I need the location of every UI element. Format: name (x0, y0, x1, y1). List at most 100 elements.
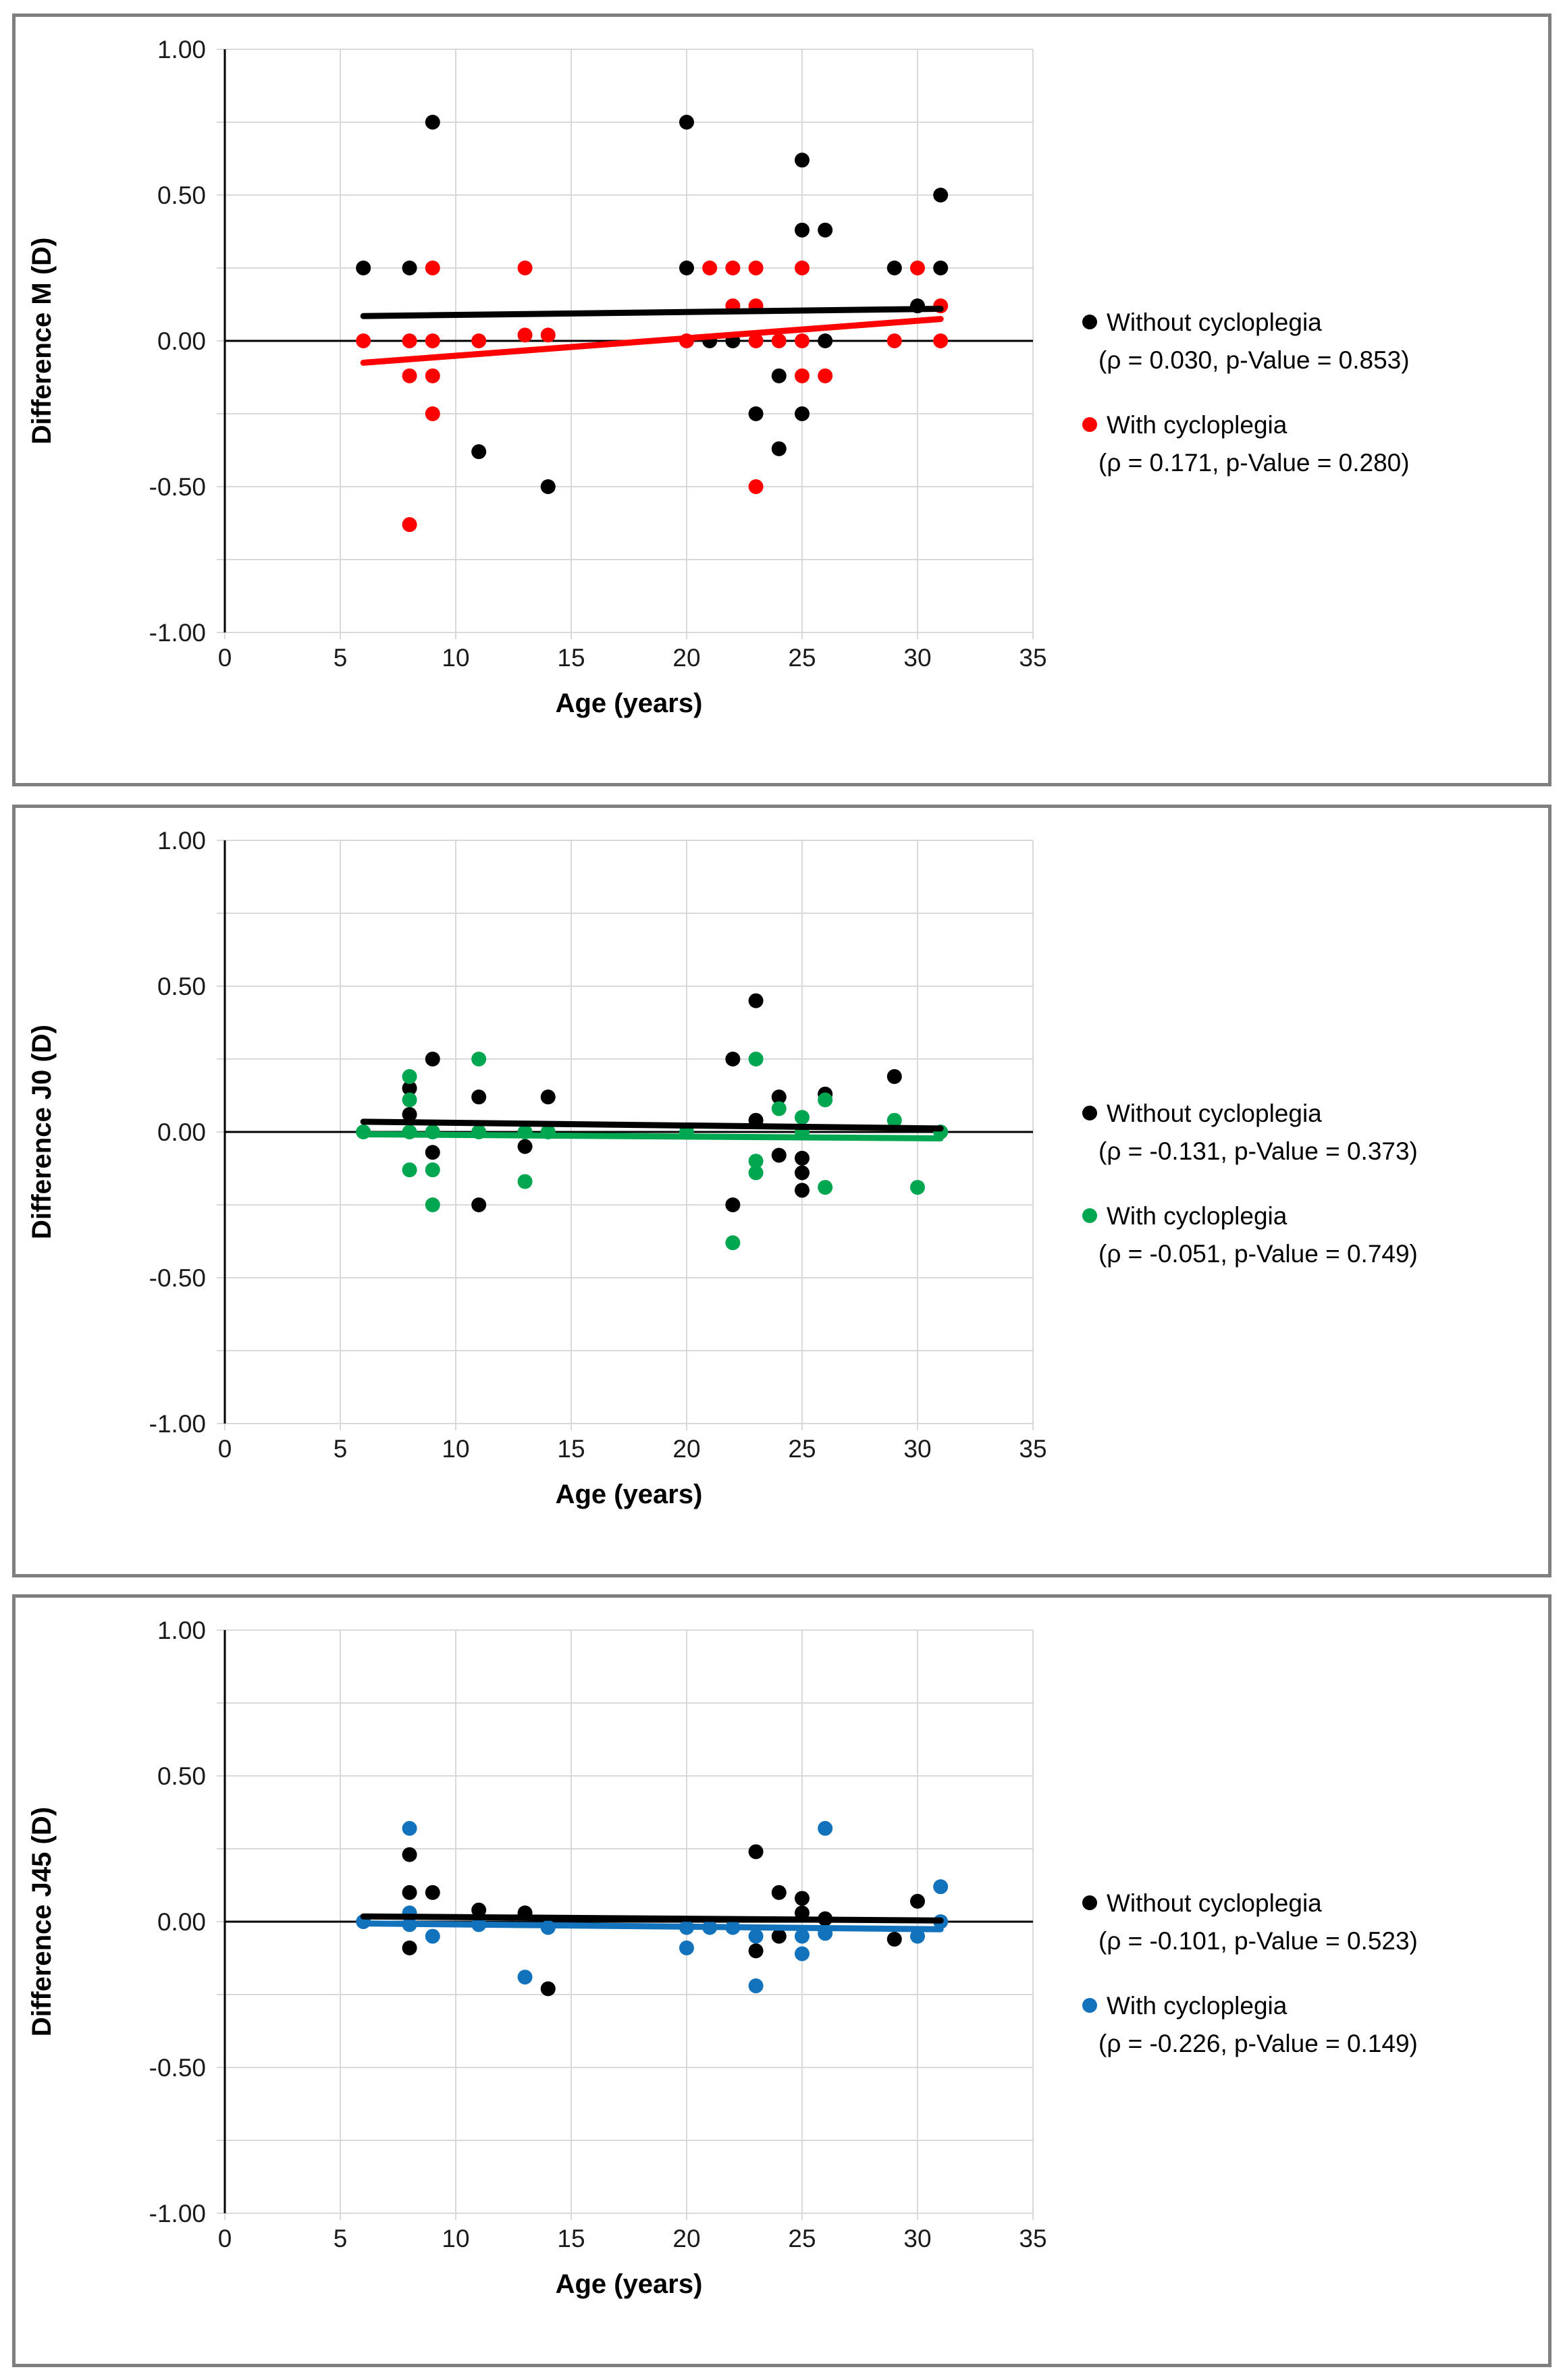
y-tick-label: -1.00 (149, 619, 206, 647)
data-point (471, 1197, 487, 1212)
data-point (540, 479, 556, 494)
data-point (679, 261, 694, 275)
trend-line (360, 305, 944, 319)
x-axis-title: Age (years) (556, 688, 703, 718)
y-tick-label: 1.00 (157, 827, 206, 855)
data-point (910, 261, 925, 275)
x-tick-label: 20 (672, 1435, 700, 1463)
data-point (402, 261, 417, 275)
legend-label: Without cycloplegia (1107, 1889, 1322, 1917)
legend-label: Without cycloplegia (1107, 308, 1322, 336)
data-point (402, 1885, 417, 1900)
data-point (771, 1885, 787, 1900)
data-point (725, 261, 741, 275)
data-point (771, 1147, 787, 1163)
x-tick-label: 15 (557, 2225, 585, 2252)
chart-panel-j0: 1.00 0.50 0.00 -0.50 -1.00 0 5 10 15 20 25 30 35 Age … (12, 805, 1551, 1577)
legend-m: Without cycloplegia (ρ = 0.030, p-Value … (1082, 304, 1541, 509)
data-point (795, 368, 810, 383)
data-point (748, 406, 764, 421)
data-point (471, 333, 487, 348)
data-point (679, 1940, 694, 1955)
scatter-plot-m: 1.00 0.50 0.00 -0.50 -1.00 0 5 10 15 20 25 30 35 Age … (27, 36, 1047, 718)
data-point (356, 333, 371, 348)
data-point (540, 327, 556, 343)
data-point (425, 1885, 440, 1900)
chart-panel-m: 1.00 0.50 0.00 -0.50 -1.00 0 5 10 15 20 25 30 35 Age … (12, 13, 1551, 786)
data-point (540, 1089, 556, 1105)
y-tick-label: -1.00 (149, 2200, 206, 2227)
y-tick-label: 1.00 (157, 36, 206, 63)
x-tick-label: 0 (218, 2225, 232, 2252)
data-point (818, 368, 833, 383)
data-point (910, 1180, 925, 1195)
data-point (910, 1928, 925, 1944)
data-point (425, 1928, 440, 1944)
legend-stats: (ρ = -0.131, p-Value = 0.373) (1098, 1137, 1418, 1165)
x-tick-label: 25 (788, 644, 816, 672)
data-point (725, 1235, 741, 1251)
trend-line (360, 1131, 944, 1142)
series-points (402, 1844, 925, 1997)
y-axis-title: Difference J45 (D) (27, 1807, 57, 2036)
data-point (771, 1089, 787, 1105)
x-tick-label: 25 (788, 2225, 816, 2252)
data-point (402, 333, 417, 348)
data-point (771, 1928, 787, 1944)
x-tick-label: 10 (442, 2225, 469, 2252)
x-tick-label: 10 (442, 644, 469, 672)
legend-dot-with-icon (1082, 1998, 1097, 2013)
y-tick-label: -0.50 (149, 1264, 206, 1292)
data-point (402, 1847, 417, 1862)
legend-dot-with-icon (1082, 1208, 1097, 1223)
legend-label: With cycloplegia (1107, 1992, 1288, 2020)
x-tick-label: 0 (218, 1435, 232, 1463)
data-point (471, 1902, 487, 1918)
data-point (748, 1928, 764, 1944)
x-tick-label: 25 (788, 1435, 816, 1463)
data-point (795, 1891, 810, 1906)
data-point (425, 1197, 440, 1212)
x-tick-label: 10 (442, 1435, 469, 1463)
legend-dot-without-icon (1082, 1106, 1097, 1120)
data-point (679, 115, 694, 130)
x-axis-title: Age (years) (556, 1480, 703, 1509)
data-point (795, 1110, 810, 1125)
data-point (748, 993, 764, 1008)
data-point (886, 261, 902, 275)
data-point (771, 333, 787, 348)
series-points (356, 115, 949, 494)
y-tick-label: 0.00 (157, 1908, 206, 1936)
data-point (886, 1112, 902, 1128)
data-point (748, 479, 764, 494)
x-tick-label: 15 (557, 1435, 585, 1463)
legend-item-with: With cycloplegia (ρ = 0.171, p-Value = 0… (1082, 406, 1541, 482)
data-point (886, 333, 902, 348)
series-points (356, 1820, 949, 1994)
data-point (517, 1139, 533, 1154)
legend-stats: (ρ = 0.030, p-Value = 0.853) (1098, 346, 1410, 374)
data-point (748, 1154, 764, 1169)
data-point (771, 368, 787, 383)
data-point (795, 261, 810, 275)
data-point (933, 1879, 949, 1895)
data-point (818, 222, 833, 238)
series-points (402, 993, 902, 1212)
y-tick-label: -0.50 (149, 473, 206, 501)
legend-item-without: Without cycloplegia (ρ = -0.101, p-Value… (1082, 1885, 1541, 1960)
data-point (748, 1844, 764, 1860)
x-tick-label: 35 (1019, 644, 1046, 672)
data-point (356, 261, 371, 275)
trend-line (360, 316, 944, 366)
data-point (517, 261, 533, 275)
data-point (795, 406, 810, 421)
legend-item-without: Without cycloplegia (ρ = 0.030, p-Value … (1082, 304, 1541, 379)
data-point (748, 1165, 764, 1181)
data-point (471, 1052, 487, 1066)
data-point (471, 444, 487, 460)
legend-label: Without cycloplegia (1107, 1100, 1322, 1127)
data-point (886, 1069, 902, 1084)
y-tick-label: 0.50 (157, 182, 206, 209)
legend-dot-with-icon (1082, 417, 1097, 432)
